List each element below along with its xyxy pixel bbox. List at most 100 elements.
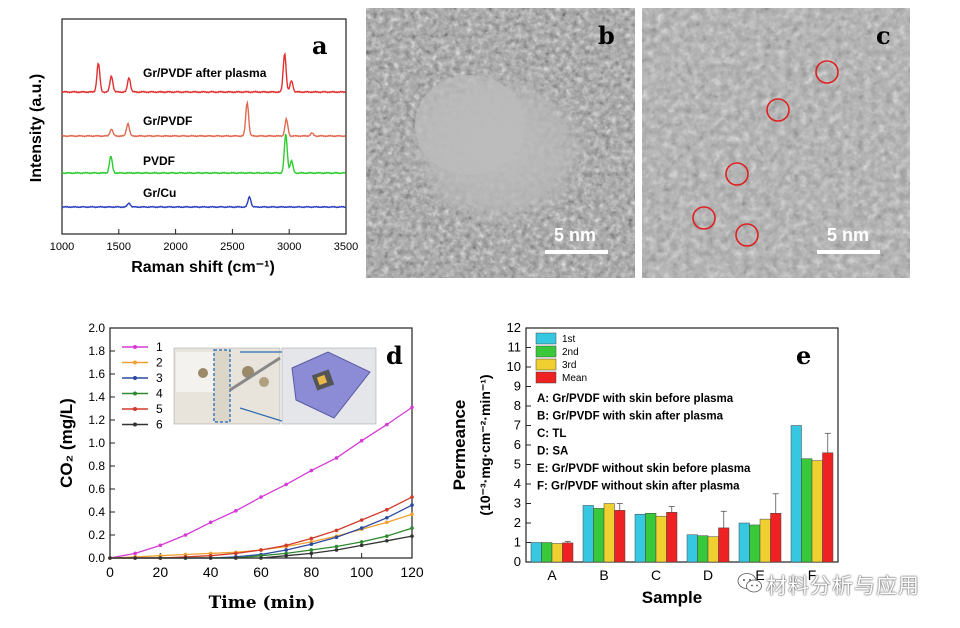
panel-c-texture bbox=[642, 8, 910, 278]
x-tick-label: 3000 bbox=[277, 241, 301, 253]
panel-b-letter: b bbox=[598, 21, 615, 50]
sample-note: E: Gr/PVDF without skin before plasma bbox=[537, 463, 751, 475]
co2-data-point bbox=[385, 515, 389, 520]
co2-data-point bbox=[309, 551, 314, 556]
y-tick-label: 9 bbox=[514, 379, 521, 394]
permeance-bar bbox=[614, 510, 626, 563]
y-tick-label: 3 bbox=[514, 496, 521, 511]
co2-data-point bbox=[410, 405, 414, 410]
x-tick-label: 2000 bbox=[163, 241, 187, 253]
permeance-bar bbox=[593, 508, 605, 563]
permeance-bar bbox=[770, 513, 782, 563]
x-tick-label: 0 bbox=[106, 564, 114, 580]
legend-label: 6 bbox=[156, 418, 163, 432]
co2-data-point bbox=[158, 556, 163, 560]
defect-marker-circle bbox=[725, 162, 749, 186]
co2-data-point bbox=[208, 520, 213, 525]
co2-data-point bbox=[133, 551, 137, 556]
sample-note: A: Gr/PVDF with skin before plasma bbox=[537, 393, 734, 405]
raman-label-pvdf: PVDF bbox=[143, 154, 175, 168]
x-tick-label: E bbox=[755, 567, 764, 583]
co2-data-point bbox=[284, 482, 288, 487]
panel-b-tem-image: b 5 nm bbox=[366, 8, 635, 278]
co2-data-point bbox=[385, 422, 389, 427]
permeance-bar bbox=[634, 513, 646, 563]
legend-swatch bbox=[535, 358, 557, 371]
co2-data-point bbox=[385, 534, 389, 538]
co2-data-point bbox=[410, 526, 414, 530]
x-tick-label: 60 bbox=[253, 564, 269, 580]
y-tick-label: 1.4 bbox=[88, 390, 105, 404]
raman-spectrum-line bbox=[61, 195, 346, 209]
legend-marker bbox=[133, 376, 137, 380]
panel-c-scale-label: 5 nm bbox=[827, 225, 869, 245]
co2-data-point bbox=[334, 544, 339, 549]
co2-data-point bbox=[208, 556, 213, 560]
y-tick-label: 0.6 bbox=[88, 482, 105, 496]
permeance-bar bbox=[551, 543, 563, 563]
sample-note: F: Gr/PVDF without skin after plasma bbox=[537, 481, 740, 493]
permeance-bar bbox=[530, 542, 542, 563]
co2-data-point bbox=[259, 548, 263, 552]
co2-data-point bbox=[410, 534, 414, 538]
panel-e-sample-notes: A: Gr/PVDF with skin before plasma B: Gr/… bbox=[537, 393, 751, 493]
sample-note: B: Gr/PVDF with skin after plasma bbox=[537, 411, 724, 423]
y-tick-label: 4 bbox=[514, 476, 521, 491]
y-tick-label: 1 bbox=[514, 535, 521, 550]
legend-marker bbox=[133, 407, 137, 411]
co2-data-point bbox=[234, 556, 238, 560]
defect-marker-circle bbox=[766, 98, 790, 122]
permeance-bar bbox=[822, 452, 834, 563]
panel-d-series bbox=[108, 405, 414, 560]
y-tick-label: 6 bbox=[514, 437, 521, 452]
y-tick-label: 0 bbox=[514, 554, 521, 569]
legend-marker bbox=[133, 345, 137, 349]
co2-data-point bbox=[309, 542, 314, 546]
co2-data-point bbox=[359, 543, 364, 548]
panel-a-frame bbox=[61, 18, 347, 235]
y-tick-label: 1.6 bbox=[88, 367, 105, 381]
y-tick-label: 0.2 bbox=[88, 528, 105, 542]
inset-photo-block bbox=[176, 352, 216, 392]
panel-a-x-ticks: 1000 1500 2000 2500 3000 3500 bbox=[50, 229, 358, 253]
co2-data-point bbox=[410, 495, 414, 499]
y-tick-label: 0.4 bbox=[88, 505, 105, 519]
co2-data-point bbox=[359, 540, 364, 544]
panel-b-scale-label: 5 nm bbox=[554, 225, 596, 245]
panel-a-spectra bbox=[61, 51, 346, 209]
permeance-bar bbox=[603, 503, 615, 563]
co2-data-point bbox=[334, 456, 339, 460]
co2-data-point bbox=[133, 556, 137, 560]
co2-data-point bbox=[259, 495, 263, 499]
co2-data-point bbox=[359, 518, 364, 522]
inset-photo-membrane bbox=[213, 349, 231, 423]
y-tick-label: 0.8 bbox=[88, 459, 105, 473]
defect-marker-circle bbox=[735, 223, 759, 247]
panel-a-x-axis-title: Raman shift (cm⁻¹) bbox=[131, 259, 275, 276]
raman-label-gr-pvdf: Gr/PVDF bbox=[143, 114, 192, 128]
watermark-text: 材料分析与应用 bbox=[766, 574, 920, 598]
co2-data-point bbox=[108, 556, 112, 560]
co2-data-point bbox=[284, 553, 288, 558]
panel-d-x-axis-title: Time (min) bbox=[209, 593, 316, 613]
co2-data-point bbox=[234, 509, 238, 513]
co2-data-point bbox=[183, 533, 188, 537]
y-tick-label: 7 bbox=[514, 418, 521, 433]
co2-data-point bbox=[309, 468, 314, 473]
co2-data-point bbox=[234, 551, 238, 556]
x-tick-label: 40 bbox=[203, 564, 219, 580]
panel-a-letter: a bbox=[312, 31, 328, 60]
y-tick-label: 1.2 bbox=[88, 413, 105, 427]
permeance-bar bbox=[707, 536, 719, 563]
co2-data-point bbox=[334, 528, 339, 533]
sample-note: D: SA bbox=[537, 446, 568, 458]
panel-e-letter: e bbox=[796, 341, 811, 370]
x-tick-label: D bbox=[703, 567, 713, 583]
permeance-bar bbox=[655, 515, 667, 563]
x-tick-label: 1000 bbox=[50, 241, 74, 253]
sample-note: C: TL bbox=[537, 428, 566, 440]
permeance-bar bbox=[738, 522, 750, 563]
co2-data-point bbox=[410, 503, 414, 507]
raman-spectrum-line bbox=[61, 51, 346, 94]
x-tick-label: 120 bbox=[400, 564, 424, 580]
